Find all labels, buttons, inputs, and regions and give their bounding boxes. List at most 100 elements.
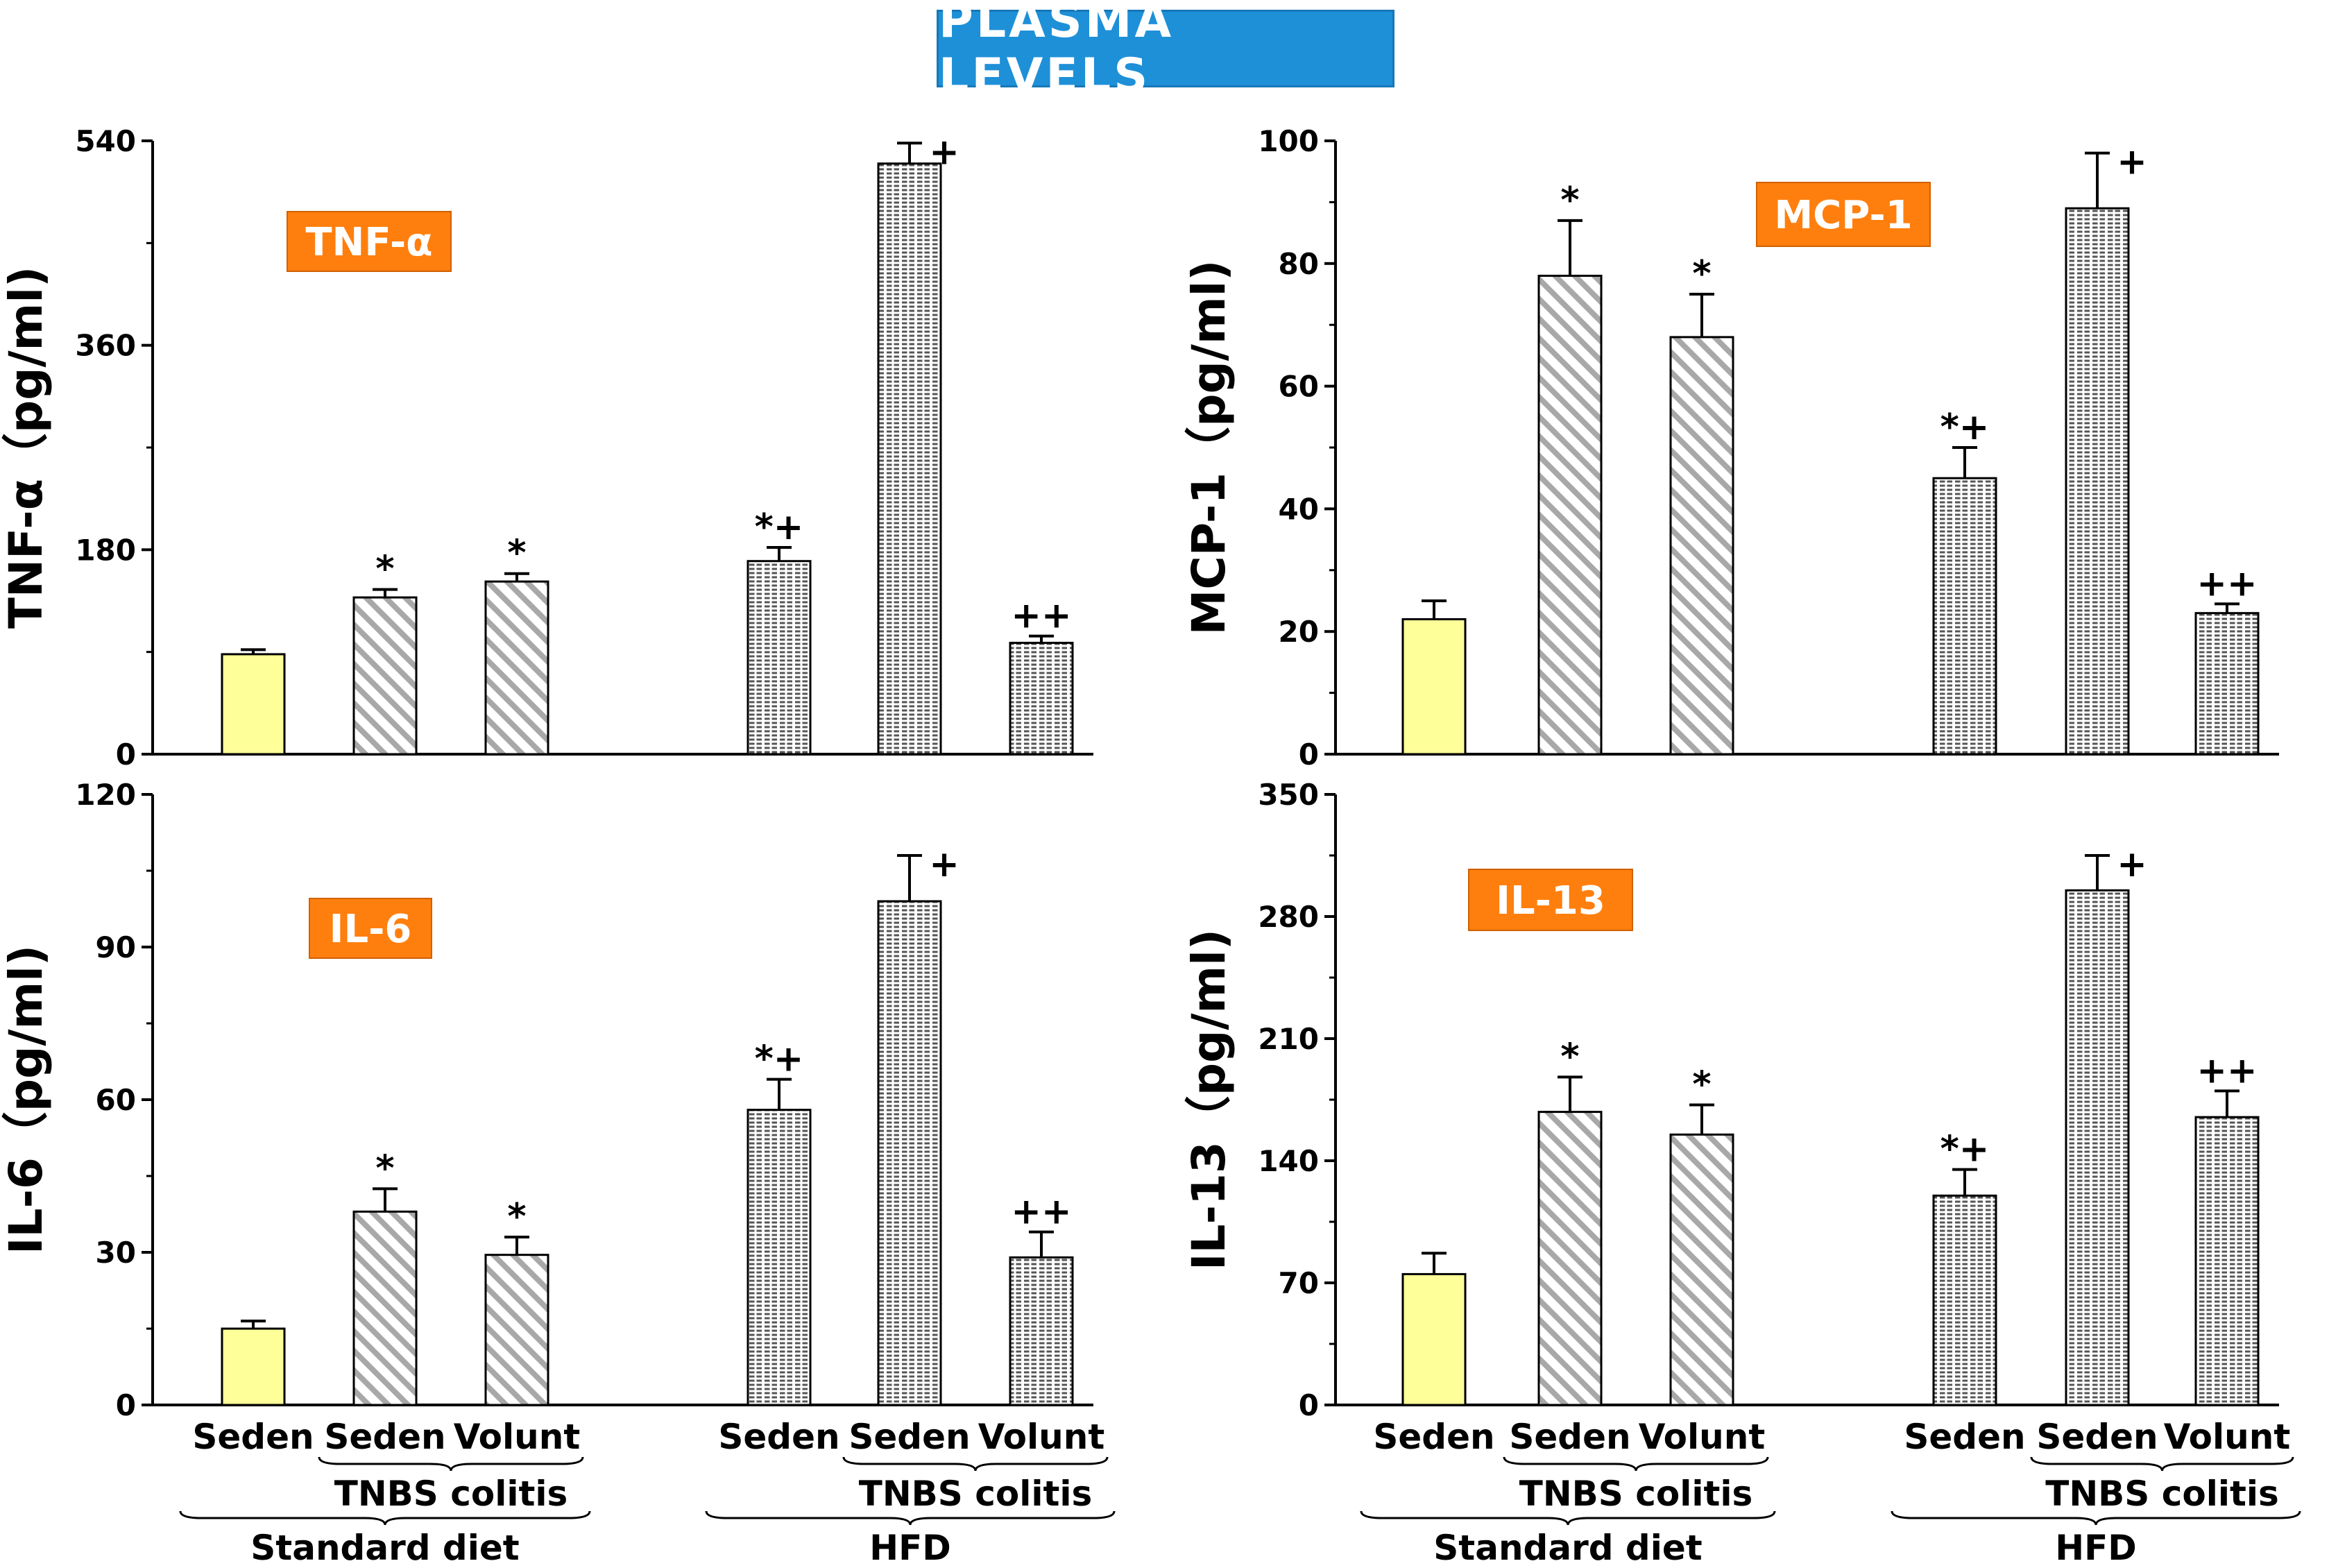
diet-group-label: Standard diet	[1433, 1528, 1702, 1568]
significance-mark: +	[2117, 142, 2147, 183]
y-tick-label: 0	[116, 738, 136, 772]
significance-mark: +	[2117, 844, 2147, 885]
significance-mark: *	[507, 533, 526, 574]
y-tick-label: 20	[1279, 615, 1319, 649]
group-brace	[842, 1456, 1109, 1472]
bar	[484, 580, 549, 756]
bar	[2194, 612, 2260, 756]
y-tick-label: 70	[1279, 1266, 1319, 1300]
y-tick-label: 540	[75, 124, 136, 158]
bar-label: Seden	[192, 1417, 314, 1457]
bar-label: Volunt	[1639, 1417, 1766, 1457]
group-brace	[1891, 1510, 2301, 1526]
significance-mark: ++	[2196, 563, 2257, 604]
bar-label: Volunt	[2164, 1417, 2291, 1457]
bar	[352, 596, 418, 756]
bar	[2065, 207, 2130, 756]
diet-group-label: HFD	[2055, 1528, 2137, 1568]
bar	[221, 1327, 286, 1406]
tnbs-colitis-label: TNBS colitis	[859, 1474, 1093, 1514]
y-tick-label: 0	[1299, 1388, 1319, 1422]
bar	[1537, 274, 1603, 756]
significance-mark: *	[1692, 253, 1711, 295]
y-tick-label: 80	[1279, 247, 1319, 281]
y-axis-label: TNF-α（pg/ml)	[0, 266, 53, 629]
significance-mark: *+	[755, 1039, 804, 1080]
bar	[1932, 1194, 1997, 1406]
y-tick-label: 280	[1258, 900, 1319, 934]
panel-label: MCP-1	[1774, 193, 1912, 238]
y-axis-label: MCP-1（pg/ml)	[1182, 260, 1236, 636]
bar-label: Volunt	[454, 1417, 581, 1457]
y-tick-label: 180	[75, 533, 136, 567]
y-tick-label: 0	[116, 1388, 136, 1422]
panel-label-box	[1468, 869, 1633, 931]
group-brace	[318, 1456, 584, 1472]
significance-mark: ++	[1011, 1191, 1071, 1233]
significance-mark: *+	[1940, 1129, 1990, 1170]
bar	[1401, 618, 1467, 756]
significance-mark: +	[929, 844, 959, 885]
group-brace	[179, 1510, 591, 1526]
group-brace	[1503, 1456, 1769, 1472]
tnbs-colitis-label: TNBS colitis	[2045, 1474, 2279, 1514]
bar	[1669, 336, 1734, 756]
bar-label: Seden	[848, 1417, 970, 1457]
bar-label: Seden	[1509, 1417, 1630, 1457]
y-tick-label: 0	[1299, 738, 1319, 772]
significance-mark: *	[375, 549, 394, 590]
bar	[1009, 642, 1074, 756]
significance-mark: *+	[755, 506, 804, 548]
significance-mark: *+	[1940, 407, 1990, 448]
significance-mark: ++	[1011, 595, 1071, 637]
group-brace	[705, 1510, 1116, 1526]
y-tick-label: 30	[96, 1236, 136, 1270]
bar-label: Seden	[324, 1417, 445, 1457]
y-axis-label: IL-13（pg/ml)	[1182, 929, 1236, 1270]
panel-label-box	[1756, 182, 1931, 247]
panel-label-box	[287, 211, 452, 272]
group-brace	[2030, 1456, 2294, 1472]
bar	[877, 162, 942, 756]
bar	[221, 653, 286, 756]
bar	[2065, 889, 2130, 1406]
bar-label: Volunt	[978, 1417, 1105, 1457]
y-tick-label: 210	[1258, 1022, 1319, 1056]
diet-group-label: HFD	[869, 1528, 951, 1568]
diet-group-label: Standard diet	[250, 1528, 519, 1568]
bar	[877, 900, 942, 1406]
significance-mark: +	[929, 131, 959, 173]
significance-mark: *	[1560, 180, 1579, 221]
y-tick-label: 360	[75, 329, 136, 363]
group-brace	[1360, 1510, 1776, 1526]
y-axis-label: IL-6（pg/ml)	[0, 945, 53, 1254]
bar	[484, 1254, 549, 1406]
y-tick-label: 350	[1258, 778, 1319, 812]
bar	[2194, 1116, 2260, 1406]
bar-label: Seden	[718, 1417, 839, 1457]
bar-label: Seden	[1373, 1417, 1494, 1457]
tnbs-colitis-label: TNBS colitis	[334, 1474, 568, 1514]
panel-label: IL-6	[330, 907, 412, 952]
y-tick-label: 140	[1258, 1144, 1319, 1178]
y-tick-label: 60	[96, 1083, 136, 1117]
bar	[747, 560, 812, 756]
significance-mark: *	[1560, 1036, 1579, 1077]
bar	[747, 1109, 812, 1406]
significance-mark: *	[507, 1196, 526, 1238]
panel-label: IL-13	[1496, 878, 1605, 923]
bar	[1009, 1256, 1074, 1406]
y-tick-label: 120	[75, 778, 136, 812]
panel-label: TNF-α	[305, 220, 432, 265]
bar	[1537, 1111, 1603, 1406]
y-tick-label: 60	[1279, 370, 1319, 404]
panel-label-box	[309, 898, 432, 959]
bar-label: Seden	[2036, 1417, 2158, 1457]
significance-mark: *	[1692, 1064, 1711, 1106]
bar	[352, 1210, 418, 1406]
bar	[1669, 1133, 1734, 1406]
significance-mark: *	[375, 1148, 394, 1189]
bar-label: Seden	[1904, 1417, 2025, 1457]
bar	[1401, 1272, 1467, 1406]
